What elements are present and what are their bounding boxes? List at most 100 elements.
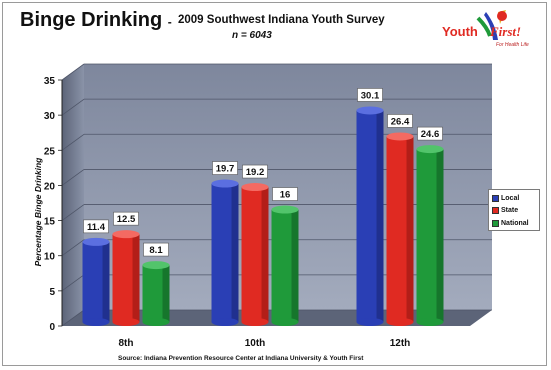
bar-local-12th: 30.1 (356, 88, 384, 326)
y-axis: 0 5 10 15 20 25 30 35 (44, 76, 63, 333)
bar-base (211, 318, 239, 326)
value-label-box (417, 126, 443, 141)
legend-label-national: National (501, 219, 529, 227)
bar-state-12th: 26.4 (386, 114, 414, 326)
value-label: 30.1 (361, 90, 380, 101)
bar-shade (406, 136, 414, 322)
bar-top (386, 132, 414, 141)
chart-title: Binge Drinking - (20, 9, 172, 32)
legend-swatch-national (492, 219, 499, 227)
value-label: 19.2 (246, 167, 265, 178)
value-label: 8.1 (149, 245, 163, 256)
legend-item-local: Local (492, 192, 537, 205)
bar-top (112, 230, 140, 239)
legend-label-local: Local (501, 194, 520, 202)
bar-shade (132, 234, 140, 322)
y-tick-label: 10 (44, 252, 56, 263)
legend-swatch-state (492, 207, 499, 215)
bar-top (142, 261, 170, 270)
youth-first-logo: Youth First! For Health Life (438, 6, 538, 54)
x-axis: 8th 10th 12th (119, 338, 411, 349)
value-label: 19.7 (216, 164, 235, 175)
title-text: Binge Drinking (20, 9, 163, 31)
x-tick-label: 10th (245, 338, 266, 349)
side-wall (62, 64, 84, 326)
youth-first-logo-graphic: Youth First! For Health Life (442, 10, 529, 48)
y-tick-label: 20 (44, 181, 56, 192)
value-label: 12.5 (117, 214, 136, 225)
value-label: 26.4 (391, 116, 410, 127)
logo-text-accent: First! (489, 24, 521, 39)
gridline-side (61, 204, 85, 221)
y-tick-label: 5 (49, 287, 55, 298)
value-label-box (242, 164, 268, 179)
gridline-side (61, 63, 85, 81)
logo-text-main: Youth (442, 24, 478, 39)
legend-item-state: State (492, 205, 537, 218)
bar-shade (291, 209, 299, 322)
bar-national-12th: 24.6 (416, 126, 444, 326)
bar-shade (436, 149, 444, 322)
bar-base (356, 318, 384, 326)
bar-state-8th: 12.5 (112, 211, 140, 326)
bar-base (112, 318, 140, 326)
bar-top (241, 183, 269, 192)
value-label-box (212, 161, 238, 175)
bar-top (416, 145, 444, 154)
bar-shade (162, 265, 170, 322)
y-tick-label: 25 (44, 146, 56, 157)
gridline-side (61, 98, 85, 116)
value-label-box (113, 211, 139, 226)
bar-shade (102, 241, 110, 322)
bar-base (271, 318, 299, 326)
bar-shade (231, 183, 239, 322)
gridline-side (61, 274, 85, 292)
x-tick-label: 12th (390, 338, 411, 349)
sample-size-note: n = 6043 (232, 30, 272, 41)
value-label-box (272, 187, 298, 201)
value-label-box (387, 114, 413, 128)
value-label: 16 (280, 190, 291, 201)
legend-item-national: National (492, 217, 537, 230)
bar-top (82, 237, 110, 246)
bar-base (241, 318, 269, 326)
value-label: 24.6 (421, 129, 440, 140)
value-label-box (143, 242, 169, 257)
bar-base (416, 318, 444, 326)
value-label: 11.4 (87, 222, 106, 233)
bar-base (142, 318, 170, 326)
y-tick-label: 35 (44, 76, 56, 87)
bar-state-10th: 19.2 (241, 164, 269, 326)
gridline-side (61, 133, 85, 151)
bar-top (211, 179, 239, 188)
bar-national-10th: 16 (271, 187, 299, 326)
gridline-side (61, 309, 85, 327)
bar-shade (376, 110, 384, 322)
y-axis-label: Percentage Binge Drinking (33, 157, 43, 266)
bar-local-10th: 19.7 (211, 161, 239, 326)
bar-base (386, 318, 414, 326)
legend-label-state: State (501, 207, 519, 215)
title-separator: - (167, 15, 172, 29)
value-label-box (83, 219, 109, 234)
value-label-box (357, 88, 383, 102)
gridline-side (61, 239, 85, 257)
bar-local-8th: 11.4 (82, 219, 110, 326)
bar-top (271, 205, 299, 214)
bar-national-8th: 8.1 (142, 242, 170, 326)
bar-base (82, 318, 110, 326)
legend-swatch-local (492, 194, 499, 202)
y-tick-label: 0 (49, 322, 55, 333)
bar-top (356, 106, 384, 115)
y-tick-label: 15 (44, 217, 56, 228)
source-note: Source: Indiana Prevention Resource Cent… (118, 355, 364, 362)
chart-subtitle: 2009 Southwest Indiana Youth Survey (178, 14, 385, 26)
logo-tagline: For Health Life (496, 42, 529, 48)
bar-shade (261, 187, 269, 322)
x-tick-label: 8th (119, 338, 134, 349)
bar-group: 11.4 12.5 8.1 19.7 19.2 16 30.1 26.4 24.6 (82, 88, 444, 326)
gridline-side (61, 169, 85, 186)
y-tick-label: 30 (44, 111, 56, 122)
legend: Local State National (488, 189, 540, 231)
